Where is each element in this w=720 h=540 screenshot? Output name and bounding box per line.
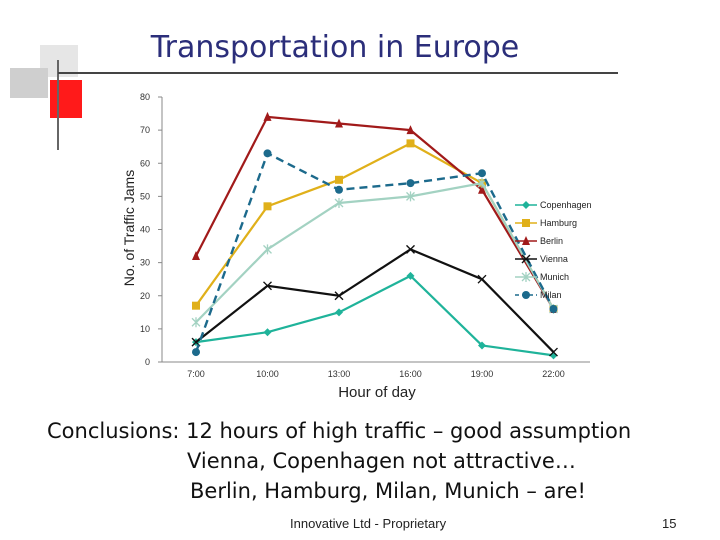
- line-chart: 0 10 20 30 40 50 60 70 80 7:00 10:00 13:00 16:00 19:0…: [121, 92, 592, 401]
- series-vienna: [191, 244, 558, 357]
- data-point-berlin: [478, 184, 486, 194]
- legend-label-hamburg: Hamburg: [540, 218, 577, 228]
- x-tick-label: 19:00: [471, 369, 494, 379]
- legend-item-hamburg: Hamburg: [515, 218, 577, 228]
- data-point-milan: [263, 149, 272, 158]
- y-tick-label: 70: [140, 125, 150, 135]
- data-point-milan: [192, 348, 200, 357]
- data-point-copenhagen: [335, 308, 343, 317]
- legend-item-vienna: Vienna: [515, 254, 568, 264]
- series-copenhagen: [192, 271, 558, 360]
- data-point-milan: [549, 305, 558, 313]
- series-line-hamburg: [195, 142, 555, 310]
- data-point-vienna: [406, 244, 415, 254]
- page-number: 15: [662, 516, 677, 531]
- conclusion-line-1: Conclusions: 12 hours of high traffic – …: [47, 419, 632, 443]
- title-underline: [58, 72, 618, 74]
- decor-vertical-line: [57, 60, 59, 150]
- x-axis-label: Hour of day: [338, 384, 416, 401]
- y-tick-label: 30: [140, 258, 150, 268]
- legend-label-vienna: Vienna: [540, 254, 568, 264]
- legend-item-berlin: Berlin: [515, 236, 563, 246]
- data-point-hamburg: [263, 202, 272, 211]
- x-tick-label: 13:00: [328, 369, 351, 379]
- series-milan: [192, 149, 558, 357]
- series-line-berlin: [195, 115, 555, 310]
- slide-title: Transportation in Europe: [150, 30, 520, 65]
- data-point-munich: [191, 317, 201, 328]
- chart-series: [191, 111, 558, 360]
- legend-marker-munich: [521, 272, 531, 282]
- legend-marker-berlin: [522, 236, 530, 245]
- y-axis-label: No. of Traffic Jams: [121, 170, 137, 286]
- conclusion-line-3: Berlin, Hamburg, Milan, Munich – are!: [190, 479, 586, 503]
- data-point-berlin: [192, 251, 200, 260]
- x-tick-label: 7:00: [187, 369, 205, 379]
- legend-marker-milan: [522, 291, 530, 299]
- x-tick-label: 10:00: [256, 369, 279, 379]
- data-point-berlin: [263, 111, 272, 121]
- data-point-hamburg: [335, 175, 343, 184]
- series-line-munich: [195, 181, 555, 324]
- y-tick-label: 0: [145, 357, 150, 367]
- y-tick-label: 60: [140, 158, 150, 168]
- legend-label-munich: Munich: [540, 272, 569, 282]
- data-point-berlin: [406, 125, 415, 135]
- data-point-milan: [335, 185, 343, 194]
- x-tick-label: 22:00: [542, 369, 565, 379]
- data-point-milan: [478, 169, 486, 178]
- y-tick-label: 10: [140, 324, 150, 334]
- decor-square-red: [50, 80, 82, 118]
- legend-marker-copenhagen: [522, 201, 530, 209]
- data-point-vienna: [334, 291, 344, 301]
- data-point-vienna: [263, 281, 272, 291]
- legend-item-copenhagen: Copenhagen: [515, 200, 592, 210]
- data-point-vienna: [477, 274, 487, 284]
- legend-item-munich: Munich: [515, 272, 569, 282]
- series-line-milan: [194, 151, 555, 353]
- series-munich: [191, 178, 558, 328]
- y-tick-label: 20: [140, 291, 150, 301]
- data-point-munich: [334, 198, 344, 208]
- data-point-vienna: [549, 347, 558, 357]
- data-point-berlin: [335, 118, 343, 128]
- conclusion-line-2: Vienna, Copenhagen not attractive…: [187, 449, 576, 473]
- legend-marker-hamburg: [522, 219, 530, 227]
- chart-legend: Copenhagen Hamburg Berlin Vienna Munich Milan: [515, 200, 592, 300]
- y-tick-label: 50: [140, 191, 150, 201]
- data-point-copenhagen: [406, 271, 415, 280]
- data-point-munich: [406, 191, 415, 202]
- data-point-munich: [263, 244, 272, 255]
- data-point-milan: [406, 179, 415, 188]
- data-point-copenhagen: [478, 341, 486, 350]
- legend-label-copenhagen: Copenhagen: [540, 200, 592, 210]
- legend-item-milan: Milan: [515, 290, 562, 300]
- legend-label-berlin: Berlin: [540, 236, 563, 246]
- chart-axes: 0 10 20 30 40 50 60 70 80 7:00 10:00 13:00 16:00 19:0…: [140, 92, 590, 379]
- series-line-vienna: [195, 248, 555, 353]
- data-point-hamburg: [192, 301, 200, 310]
- series-line-copenhagen: [195, 274, 554, 357]
- decor-square-gray-left: [10, 68, 48, 98]
- y-tick-label: 80: [140, 92, 150, 102]
- y-tick-label: 40: [140, 225, 150, 235]
- legend-label-milan: Milan: [540, 290, 562, 300]
- footer-text: Innovative Ltd - Proprietary: [290, 516, 447, 531]
- x-tick-label: 16:00: [399, 369, 422, 379]
- data-point-hamburg: [406, 139, 415, 148]
- legend-marker-vienna: [521, 254, 531, 264]
- data-point-copenhagen: [263, 328, 272, 337]
